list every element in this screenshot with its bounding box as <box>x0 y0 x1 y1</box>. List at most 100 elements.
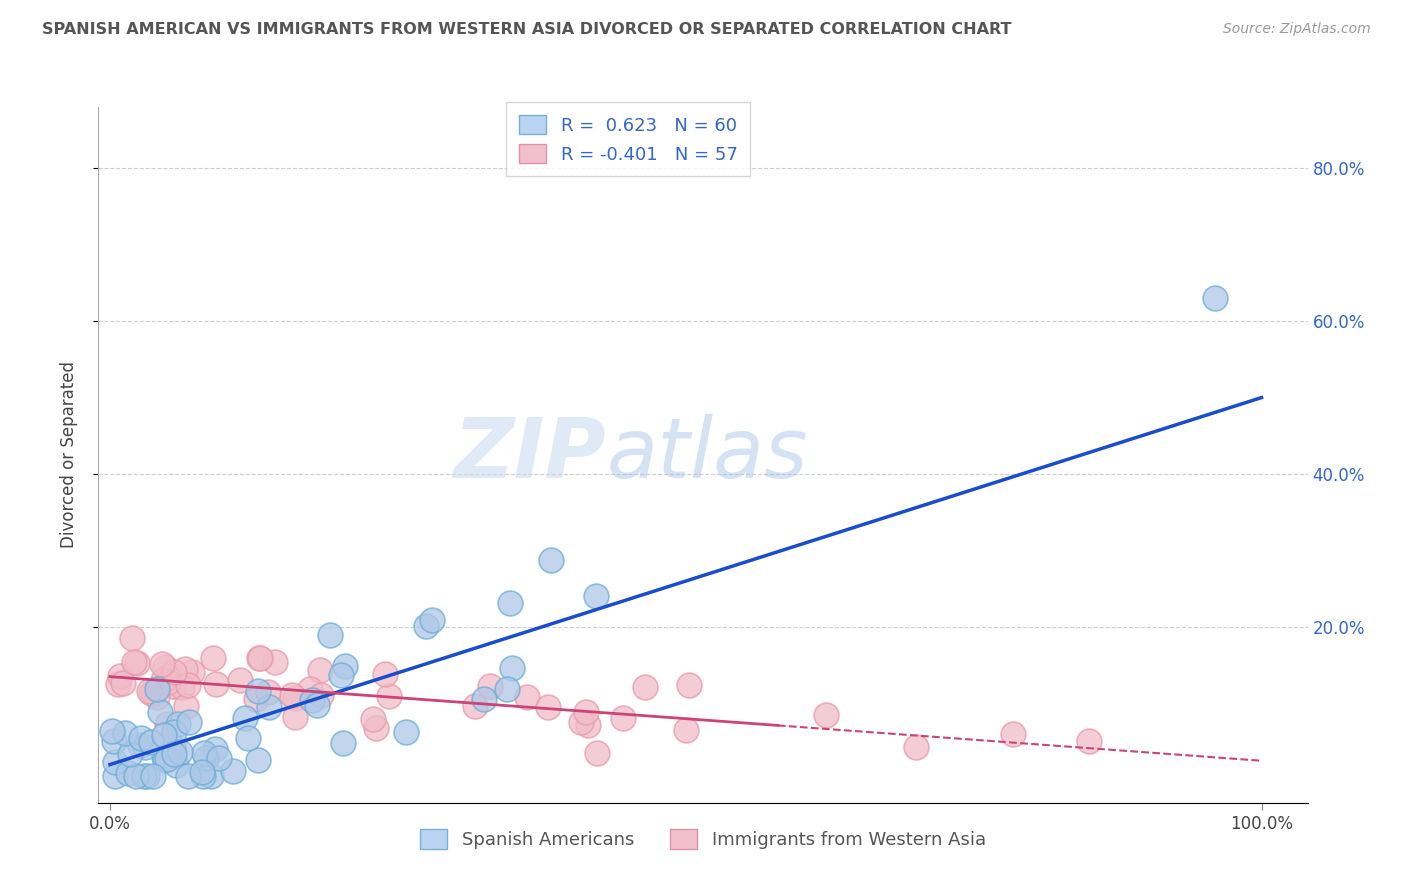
Point <box>264 655 287 669</box>
Point <box>332 736 354 750</box>
Point <box>129 738 152 752</box>
Point <box>309 663 332 677</box>
Point <box>905 740 928 755</box>
Point <box>134 740 156 755</box>
Text: ZIP: ZIP <box>454 415 606 495</box>
Point <box>257 699 280 714</box>
Point <box>361 712 384 726</box>
Point <box>678 678 700 692</box>
Point <box>247 753 270 767</box>
Point <box>478 679 501 693</box>
Point <box>125 656 148 670</box>
Point <box>163 665 186 680</box>
Point <box>129 731 152 745</box>
Y-axis label: Divorced or Separated: Divorced or Separated <box>59 361 77 549</box>
Point <box>141 686 163 700</box>
Point <box>415 619 437 633</box>
Point <box>378 689 401 703</box>
Point <box>104 756 127 770</box>
Point <box>464 698 486 713</box>
Point <box>177 678 200 692</box>
Point <box>319 628 342 642</box>
Point <box>139 686 162 700</box>
Point <box>166 716 188 731</box>
Point <box>284 710 307 724</box>
Point <box>174 699 197 714</box>
Point <box>107 677 129 691</box>
Point <box>112 676 135 690</box>
Point <box>149 706 172 720</box>
Point <box>229 673 252 687</box>
Point <box>247 684 270 698</box>
Point <box>191 765 214 780</box>
Point <box>146 690 169 704</box>
Text: atlas: atlas <box>606 415 808 495</box>
Point <box>236 731 259 746</box>
Point <box>163 747 186 761</box>
Point <box>1001 727 1024 741</box>
Point <box>309 688 332 702</box>
Point <box>634 680 657 694</box>
Point <box>118 747 141 761</box>
Point <box>202 651 225 665</box>
Point <box>540 553 562 567</box>
Point <box>536 700 558 714</box>
Point <box>169 745 191 759</box>
Point <box>569 714 592 729</box>
Point <box>204 742 226 756</box>
Point <box>117 766 139 780</box>
Point <box>121 632 143 646</box>
Point <box>163 724 186 739</box>
Point <box>136 769 159 783</box>
Point <box>152 657 174 671</box>
Point <box>501 661 523 675</box>
Point <box>576 718 599 732</box>
Point <box>125 769 148 783</box>
Point <box>205 677 228 691</box>
Point <box>329 667 352 681</box>
Point <box>675 723 697 738</box>
Point <box>815 707 838 722</box>
Text: SPANISH AMERICAN VS IMMIGRANTS FROM WESTERN ASIA DIVORCED OR SEPARATED CORRELATI: SPANISH AMERICAN VS IMMIGRANTS FROM WEST… <box>42 22 1012 37</box>
Point <box>138 684 160 698</box>
Point <box>177 715 200 730</box>
Point <box>366 721 388 735</box>
Point <box>1204 291 1226 305</box>
Point <box>585 746 607 760</box>
Point <box>162 740 184 755</box>
Point <box>108 669 131 683</box>
Text: Source: ZipAtlas.com: Source: ZipAtlas.com <box>1223 22 1371 37</box>
Point <box>247 651 270 665</box>
Point <box>162 679 184 693</box>
Point <box>172 680 194 694</box>
Point <box>298 681 321 696</box>
Point <box>245 692 267 706</box>
Point <box>515 690 537 704</box>
Point <box>156 675 179 690</box>
Point <box>499 596 522 610</box>
Point <box>200 769 222 783</box>
Point <box>155 753 177 767</box>
Point <box>177 769 200 783</box>
Point <box>141 734 163 748</box>
Point <box>152 728 174 742</box>
Point <box>134 769 156 783</box>
Point <box>104 769 127 783</box>
Point <box>181 665 204 679</box>
Point <box>152 673 174 687</box>
Point <box>146 682 169 697</box>
Point <box>307 698 329 713</box>
Point <box>156 670 179 684</box>
Point <box>222 764 245 779</box>
Point <box>122 655 145 669</box>
Point <box>156 752 179 766</box>
Point <box>1077 734 1099 748</box>
Point <box>174 662 197 676</box>
Point <box>395 724 418 739</box>
Point <box>585 589 607 603</box>
Point <box>472 692 495 706</box>
Point <box>284 691 307 706</box>
Legend: Spanish Americans, Immigrants from Western Asia: Spanish Americans, Immigrants from Weste… <box>413 822 993 856</box>
Point <box>153 660 176 674</box>
Point <box>103 734 125 748</box>
